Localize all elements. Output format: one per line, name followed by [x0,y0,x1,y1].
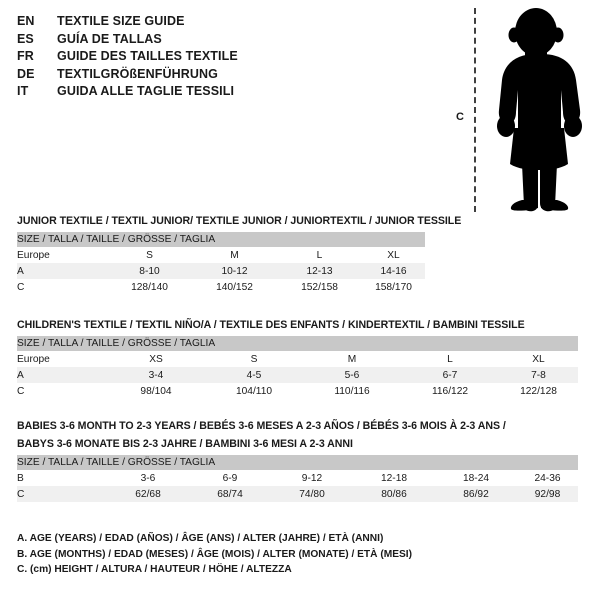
row-value: S [107,247,192,263]
section-title-line2: BABYS 3-6 MONATE BIS 2-3 JAHRE / BAMBINI… [17,438,353,450]
table-row: C 62/68 68/74 74/80 80/86 86/92 92/98 [17,486,578,502]
language-row: EN TEXTILE SIZE GUIDE [17,14,437,32]
language-title: GUÍA DE TALLAS [57,31,162,46]
row-label: A [17,263,107,279]
row-value: 14-16 [362,263,425,279]
section-junior-textile: JUNIOR TEXTILE / TEXTIL JUNIOR/ TEXTILE … [17,214,461,295]
row-value: M [192,247,277,263]
language-title: TEXTILGRÖßENFÜHRUNG [57,66,218,81]
section-babies-textile: BABIES 3-6 MONTH TO 2-3 YEARS / BEBÉS 3-… [17,419,578,502]
table-row: A 3-4 4-5 5-6 6-7 7-8 [17,367,578,383]
row-value: 9-12 [271,470,353,486]
row-value: 5-6 [303,367,401,383]
language-code: ES [17,31,34,46]
row-value: 12-18 [353,470,435,486]
band-header-label: SIZE / TALLA / TAILLE / GRÖSSE / TAGLIA [17,455,578,470]
row-value: 6-7 [401,367,499,383]
table-band-header-row: SIZE / TALLA / TAILLE / GRÖSSE / TAGLIA [17,455,578,470]
row-label: C [17,486,107,502]
language-row: FR GUIDE DES TAILLES TEXTILE [17,49,437,67]
height-illustration: C [450,6,598,214]
row-value: 152/158 [277,279,362,295]
row-label: C [17,279,107,295]
row-value: 92/98 [517,486,578,502]
row-value: 128/140 [107,279,192,295]
junior-size-table: SIZE / TALLA / TAILLE / GRÖSSE / TAGLIA … [17,232,425,295]
language-title: GUIDA ALLE TAGLIE TESSILI [57,84,235,99]
section-title: CHILDREN'S TEXTILE / TEXTIL NIÑO/A / TEX… [17,319,525,331]
row-value: 140/152 [192,279,277,295]
row-value: 116/122 [401,383,499,399]
height-measure-label: C [456,111,464,123]
language-row: IT GUIDA ALLE TAGLIE TESSILI [17,84,437,102]
row-value: 18-24 [435,470,517,486]
row-value: XL [499,351,578,367]
row-value: XS [107,351,205,367]
band-header-label: SIZE / TALLA / TAILLE / GRÖSSE / TAGLIA [17,232,425,247]
section-childrens-textile: CHILDREN'S TEXTILE / TEXTIL NIÑO/A / TEX… [17,318,578,399]
row-value: 62/68 [107,486,189,502]
row-value: 7-8 [499,367,578,383]
row-label: Europe [17,351,107,367]
band-header-label: SIZE / TALLA / TAILLE / GRÖSSE / TAGLIA [17,336,578,351]
row-value: 8-10 [107,263,192,279]
table-row: Europe S M L XL [17,247,425,263]
table-row: C 128/140 140/152 152/158 158/170 [17,279,425,295]
legend-line-c: C. (cm) HEIGHT / ALTURA / HAUTEUR / HÖHE… [17,564,292,575]
row-value: 4-5 [205,367,303,383]
row-value: 74/80 [271,486,353,502]
row-label: Europe [17,247,107,263]
row-value: 158/170 [362,279,425,295]
row-value: S [205,351,303,367]
legend-line-b: B. AGE (MONTHS) / EDAD (MESES) / ÂGE (MO… [17,548,413,560]
row-value: 68/74 [189,486,271,502]
table-row: Europe XS S M L XL [17,351,578,367]
row-label: B [17,470,107,486]
language-title: GUIDE DES TAILLES TEXTILE [57,49,238,64]
language-row: ES GUÍA DE TALLAS [17,32,437,50]
language-row: DE TEXTILGRÖßENFÜHRUNG [17,67,437,85]
section-title: JUNIOR TEXTILE / TEXTIL JUNIOR/ TEXTILE … [17,215,462,227]
row-value: 10-12 [192,263,277,279]
language-code: IT [17,84,29,99]
row-value: 12-13 [277,263,362,279]
table-band-header-row: SIZE / TALLA / TAILLE / GRÖSSE / TAGLIA [17,232,425,247]
row-value: XL [362,247,425,263]
row-value: 110/116 [303,383,401,399]
language-header-block: EN TEXTILE SIZE GUIDE ES GUÍA DE TALLAS … [17,14,437,102]
row-value: 86/92 [435,486,517,502]
table-band-header-row: SIZE / TALLA / TAILLE / GRÖSSE / TAGLIA [17,336,578,351]
row-label: C [17,383,107,399]
language-code: DE [17,66,35,81]
row-value: L [401,351,499,367]
language-title: TEXTILE SIZE GUIDE [57,14,185,28]
language-code: FR [17,49,34,64]
section-title-line1: BABIES 3-6 MONTH TO 2-3 YEARS / BEBÉS 3-… [17,420,506,432]
row-value: 122/128 [499,383,578,399]
legend-block: A. AGE (YEARS) / EDAD (AÑOS) / ÂGE (ANS)… [17,531,412,578]
language-code: EN [17,14,35,28]
row-value: 104/110 [205,383,303,399]
row-value: 3-6 [107,470,189,486]
row-value: 3-4 [107,367,205,383]
babies-size-table: SIZE / TALLA / TAILLE / GRÖSSE / TAGLIA … [17,455,578,502]
table-row: B 3-6 6-9 9-12 12-18 18-24 24-36 [17,470,578,486]
row-value: M [303,351,401,367]
row-value: 6-9 [189,470,271,486]
row-value: 80/86 [353,486,435,502]
row-value: 24-36 [517,470,578,486]
toddler-silhouette-icon [497,8,582,212]
row-value: L [277,247,362,263]
row-label: A [17,367,107,383]
legend-line-a: A. AGE (YEARS) / EDAD (AÑOS) / ÂGE (ANS)… [17,533,384,544]
table-row: A 8-10 10-12 12-13 14-16 [17,263,425,279]
children-size-table: SIZE / TALLA / TAILLE / GRÖSSE / TAGLIA … [17,336,578,399]
table-row: C 98/104 104/110 110/116 116/122 122/128 [17,383,578,399]
height-measure-dashed-line [474,8,476,212]
row-value: 98/104 [107,383,205,399]
